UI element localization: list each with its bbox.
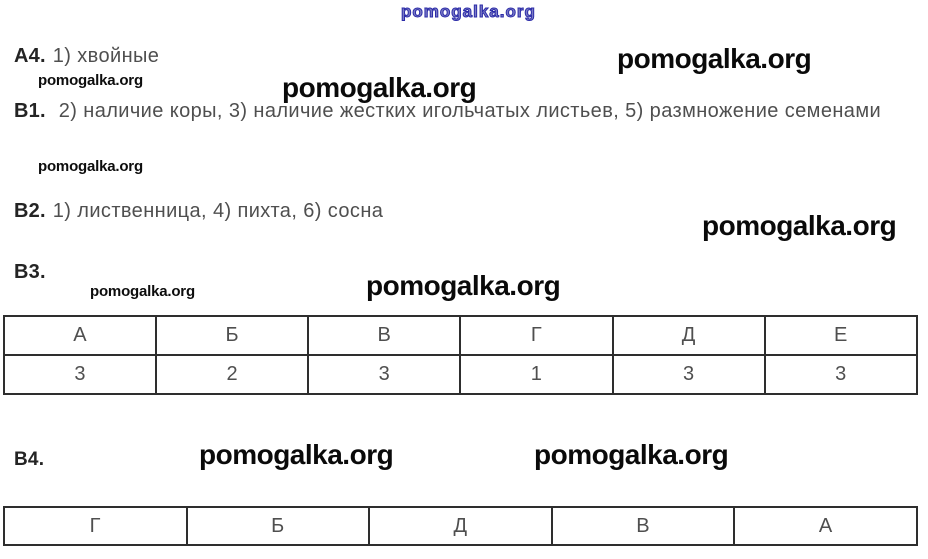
table-value-cell: 3 [611, 354, 766, 395]
answer-a4-label: А4. [14, 45, 46, 67]
answer-table-b4: Г Б Д В А [3, 506, 918, 546]
watermark-pomogalka: pomogalka.org [90, 283, 195, 300]
answer-b4-label: В4. [14, 449, 45, 470]
table-header-cell: Б [155, 315, 310, 356]
answer-table-b3: А Б В Г Д Е 3 2 3 1 3 3 [2, 315, 919, 395]
watermark-pomogalka: pomogalka.org [702, 210, 897, 241]
table-header-cell: Д [611, 315, 766, 356]
watermark-pomogalka: pomogalka.org [38, 158, 143, 175]
table-value-row: 3 2 3 1 3 3 [2, 354, 919, 395]
answer-b1-text: 2) наличие коры, 3) наличие жестких игол… [58, 100, 882, 122]
watermark-pomogalka: pomogalka.org [617, 43, 812, 74]
answer-b2-text: 1) лиственница, 4) пихта, 6) сосна [52, 200, 384, 222]
table-value-cell: Б [185, 506, 371, 546]
table-header-row: А Б В Г Д Е [2, 315, 919, 356]
table-value-cell: 1 [459, 354, 614, 395]
answer-a4-text: 1) хвойные [52, 45, 160, 67]
answer-b1: В1. 2) наличие коры, 3) наличие жестких … [14, 92, 911, 130]
watermark-pomogalka: pomogalka.org [38, 72, 143, 89]
answer-b2-label: В2. [14, 200, 46, 222]
table-header-cell: Г [459, 315, 614, 356]
watermark-pomogalka: pomogalka.org [199, 439, 394, 470]
table-value-cell: Г [3, 506, 188, 546]
table-value-cell: А [733, 506, 918, 546]
table-value-cell: Д [368, 506, 553, 546]
table-header-cell: Е [763, 315, 919, 356]
table-value-cell: 3 [2, 354, 158, 395]
answer-b3-label: В3. [14, 261, 46, 283]
table-value-cell: 3 [763, 354, 919, 395]
table-value-cell: 2 [155, 354, 310, 395]
watermark-pomogalka: pomogalka.org [534, 439, 729, 470]
table-header-cell: В [307, 315, 462, 356]
watermark-pomogalka-blue: pomogalka.org [401, 2, 536, 22]
table-value-row: Г Б Д В А [3, 506, 918, 546]
table-header-cell: А [2, 315, 158, 356]
watermark-pomogalka: pomogalka.org [282, 72, 477, 103]
table-value-cell: В [550, 506, 736, 546]
answer-b1-label: В1. [14, 100, 46, 122]
table-value-cell: 3 [307, 354, 462, 395]
answer-b2: В2. 1) лиственница, 4) пихта, 6) сосна [14, 200, 383, 223]
answer-a4: А4. 1) хвойные [14, 45, 159, 68]
watermark-pomogalka: pomogalka.org [366, 270, 561, 301]
